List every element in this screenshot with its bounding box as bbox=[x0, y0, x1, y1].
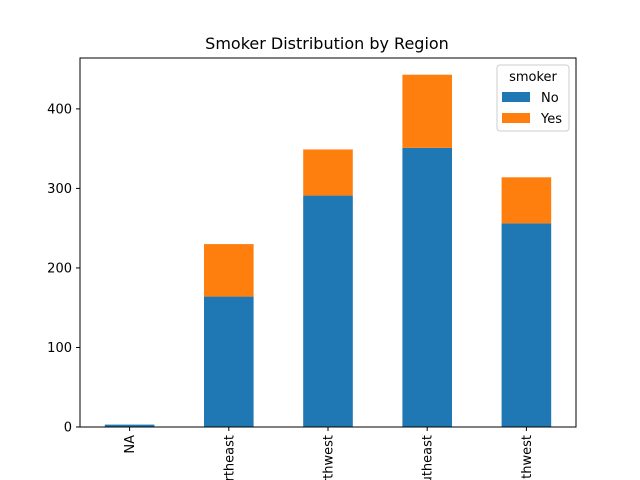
legend-swatch-no bbox=[502, 92, 530, 102]
bar-no-1 bbox=[204, 296, 254, 427]
chart-title: Smoker Distribution by Region bbox=[205, 34, 449, 53]
legend: smoker No Yes bbox=[496, 64, 570, 132]
x-tick-label: southeast bbox=[421, 435, 436, 480]
y-tick-label: 300 bbox=[47, 182, 72, 197]
bar-no-2 bbox=[303, 195, 353, 427]
x-tick-label: northwest bbox=[322, 435, 337, 480]
bars-group bbox=[104, 74, 552, 427]
legend-label-no: No bbox=[541, 91, 559, 106]
bar-yes-4 bbox=[501, 177, 552, 224]
legend-swatch-yes bbox=[502, 113, 530, 123]
y-tick-label: 100 bbox=[47, 341, 72, 356]
bar-yes-3 bbox=[402, 74, 452, 148]
y-axis-ticks: 0 100 200 300 400 bbox=[47, 102, 80, 436]
x-tick-label: northeast bbox=[222, 435, 237, 480]
y-tick-label: 0 bbox=[64, 421, 72, 436]
x-axis-ticks: NA northeast northwest southeast southwest bbox=[123, 427, 535, 480]
x-tick-label: NA bbox=[123, 435, 138, 454]
bar-no-3 bbox=[402, 147, 452, 427]
legend-title: smoker bbox=[509, 70, 557, 85]
y-tick-label: 200 bbox=[47, 261, 72, 276]
bar-no-4 bbox=[501, 223, 552, 427]
bar-no-0 bbox=[104, 424, 155, 427]
bar-yes-2 bbox=[303, 149, 353, 196]
x-tick-label: southwest bbox=[520, 435, 535, 480]
y-tick-label: 400 bbox=[47, 102, 72, 117]
bar-yes-1 bbox=[204, 244, 254, 297]
legend-label-yes: Yes bbox=[540, 112, 562, 127]
